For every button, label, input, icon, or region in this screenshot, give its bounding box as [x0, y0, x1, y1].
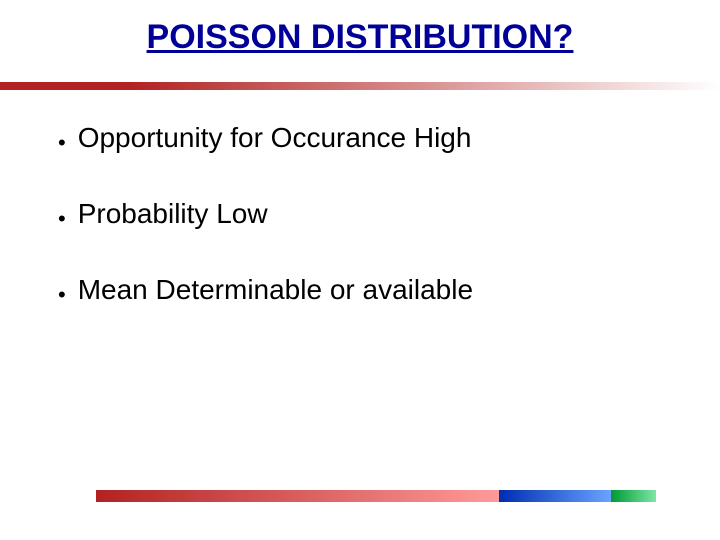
- footer-accent-bar: [96, 490, 656, 502]
- slide-title: POISSON DISTRIBUTION?: [0, 18, 720, 57]
- bullet-text: Opportunity for Occurance High: [78, 122, 658, 154]
- list-item: • Probability Low: [58, 198, 658, 230]
- bullet-icon: •: [58, 132, 66, 154]
- list-item: • Opportunity for Occurance High: [58, 122, 658, 154]
- bullet-list: • Opportunity for Occurance High • Probabil…: [58, 122, 658, 306]
- list-item: • Mean Determinable or available: [58, 274, 658, 306]
- bullet-text: Mean Determinable or available: [78, 274, 658, 306]
- bullet-text: Probability Low: [78, 198, 658, 230]
- bullet-icon: •: [58, 208, 66, 230]
- bullet-icon: •: [58, 284, 66, 306]
- footer-seg-1: [499, 490, 611, 502]
- footer-seg-2: [611, 490, 656, 502]
- title-underline-bar: [0, 82, 720, 90]
- footer-seg-0: [96, 490, 499, 502]
- slide: POISSON DISTRIBUTION? • Opportunity for O…: [0, 0, 720, 540]
